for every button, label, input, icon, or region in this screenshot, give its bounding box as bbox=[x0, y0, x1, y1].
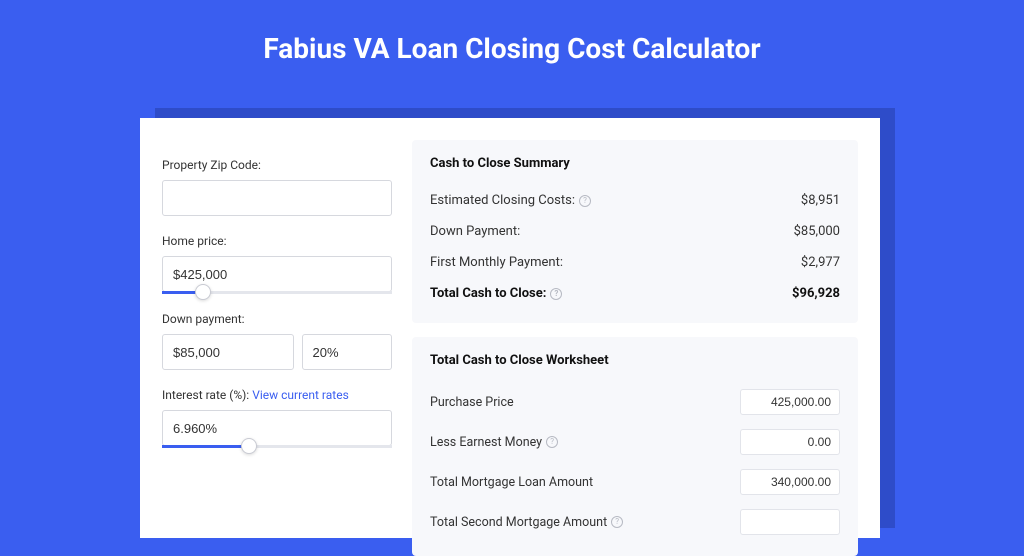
summary-row-down-payment: Down Payment: $85,000 bbox=[430, 216, 840, 247]
calculator-card: Property Zip Code: Home price: Down paym… bbox=[140, 118, 880, 538]
interest-rate-label: Interest rate (%): View current rates bbox=[162, 388, 392, 402]
summary-title: Cash to Close Summary bbox=[430, 156, 840, 171]
summary-total-value: $96,928 bbox=[792, 286, 840, 301]
summary-value: $2,977 bbox=[801, 255, 840, 270]
interest-rate-input[interactable] bbox=[162, 410, 392, 446]
summary-label-text: Total Cash to Close: bbox=[430, 286, 546, 301]
worksheet-row-earnest-money: Less Earnest Money ? bbox=[430, 422, 840, 462]
summary-total-label: Total Cash to Close: ? bbox=[430, 286, 562, 301]
summary-label: Estimated Closing Costs: ? bbox=[430, 193, 591, 208]
help-icon[interactable]: ? bbox=[579, 195, 591, 207]
worksheet-label-text: Less Earnest Money bbox=[430, 435, 542, 450]
summary-row-closing-costs: Estimated Closing Costs: ? $8,951 bbox=[430, 185, 840, 216]
summary-label-text: First Monthly Payment: bbox=[430, 255, 563, 270]
summary-label-text: Estimated Closing Costs: bbox=[430, 193, 575, 208]
help-icon[interactable]: ? bbox=[550, 288, 562, 300]
worksheet-input-mortgage-amount[interactable] bbox=[740, 469, 840, 495]
slider-fill bbox=[162, 445, 249, 448]
view-rates-link[interactable]: View current rates bbox=[252, 388, 349, 402]
slider-thumb[interactable] bbox=[241, 438, 257, 454]
inputs-column: Property Zip Code: Home price: Down paym… bbox=[162, 140, 392, 538]
zip-label: Property Zip Code: bbox=[162, 158, 392, 172]
summary-row-total: Total Cash to Close: ? $96,928 bbox=[430, 278, 840, 309]
worksheet-row-mortgage-amount: Total Mortgage Loan Amount bbox=[430, 462, 840, 502]
worksheet-row-purchase-price: Purchase Price bbox=[430, 382, 840, 422]
help-icon[interactable]: ? bbox=[546, 436, 558, 448]
interest-rate-label-text: Interest rate (%): bbox=[162, 388, 252, 402]
home-price-group: Home price: bbox=[162, 234, 392, 294]
summary-row-first-payment: First Monthly Payment: $2,977 bbox=[430, 247, 840, 278]
worksheet-box: Total Cash to Close Worksheet Purchase P… bbox=[412, 337, 858, 556]
down-payment-percent-input[interactable] bbox=[302, 334, 392, 370]
worksheet-title: Total Cash to Close Worksheet bbox=[430, 353, 840, 368]
worksheet-label-text: Purchase Price bbox=[430, 395, 514, 410]
worksheet-row-second-mortgage: Total Second Mortgage Amount ? bbox=[430, 502, 840, 542]
page-title: Fabius VA Loan Closing Cost Calculator bbox=[0, 0, 1024, 89]
slider-thumb[interactable] bbox=[195, 284, 211, 300]
worksheet-input-purchase-price[interactable] bbox=[740, 389, 840, 415]
summary-label-text: Down Payment: bbox=[430, 224, 520, 239]
worksheet-input-second-mortgage[interactable] bbox=[740, 509, 840, 535]
down-payment-label: Down payment: bbox=[162, 312, 392, 326]
help-icon[interactable]: ? bbox=[611, 516, 623, 528]
down-payment-input[interactable] bbox=[162, 334, 294, 370]
summary-label: Down Payment: bbox=[430, 224, 520, 239]
zip-group: Property Zip Code: bbox=[162, 158, 392, 216]
worksheet-label-text: Total Second Mortgage Amount bbox=[430, 515, 607, 530]
down-payment-row bbox=[162, 334, 392, 370]
worksheet-label: Total Mortgage Loan Amount bbox=[430, 475, 593, 490]
results-column: Cash to Close Summary Estimated Closing … bbox=[412, 140, 858, 538]
worksheet-label: Total Second Mortgage Amount ? bbox=[430, 515, 623, 530]
interest-rate-group: Interest rate (%): View current rates bbox=[162, 388, 392, 448]
interest-rate-slider[interactable] bbox=[162, 445, 392, 448]
home-price-slider[interactable] bbox=[162, 291, 392, 294]
worksheet-label: Less Earnest Money ? bbox=[430, 435, 558, 450]
home-price-slider-wrap bbox=[162, 256, 392, 294]
summary-value: $85,000 bbox=[794, 224, 840, 239]
zip-input[interactable] bbox=[162, 180, 392, 216]
summary-box: Cash to Close Summary Estimated Closing … bbox=[412, 140, 858, 323]
worksheet-label: Purchase Price bbox=[430, 395, 514, 410]
interest-rate-slider-wrap bbox=[162, 410, 392, 448]
worksheet-input-earnest-money[interactable] bbox=[740, 429, 840, 455]
worksheet-label-text: Total Mortgage Loan Amount bbox=[430, 475, 593, 490]
home-price-label: Home price: bbox=[162, 234, 392, 248]
summary-label: First Monthly Payment: bbox=[430, 255, 563, 270]
down-payment-group: Down payment: bbox=[162, 312, 392, 370]
summary-value: $8,951 bbox=[801, 193, 840, 208]
